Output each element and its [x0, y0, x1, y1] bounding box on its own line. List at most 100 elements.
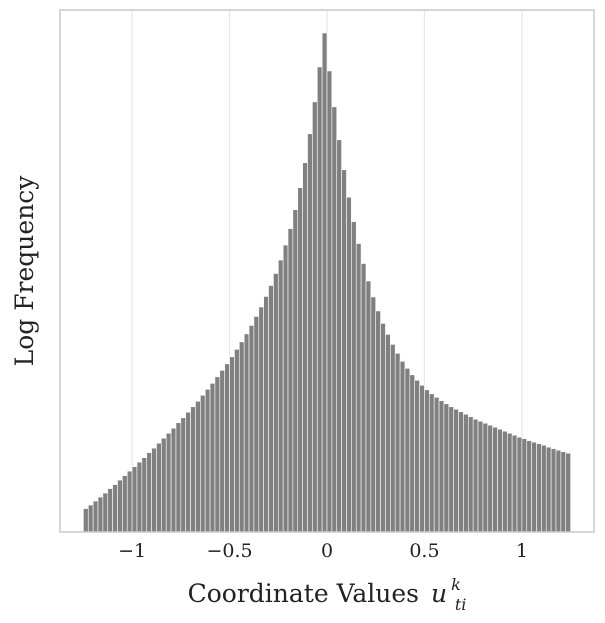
histogram-bar: [351, 221, 357, 533]
histogram-bar: [209, 382, 216, 533]
histogram-bar: [316, 66, 323, 533]
histogram-bar: [365, 280, 372, 533]
histogram-bar: [326, 70, 333, 533]
histogram-bar: [239, 341, 245, 533]
histogram-bar: [151, 447, 157, 533]
x-axis-title-variable: u: [431, 579, 447, 608]
histogram-bar: [521, 438, 528, 533]
histogram-bar: [453, 408, 459, 533]
histogram-bar: [409, 374, 415, 533]
histogram-bar: [97, 496, 104, 533]
histogram-bar: [258, 306, 264, 533]
histogram-bar: [126, 470, 133, 533]
histogram-bar: [234, 349, 240, 533]
histogram-bar: [297, 187, 303, 533]
histogram-bar: [277, 259, 284, 533]
histogram-bar: [526, 440, 532, 533]
histogram-bar: [107, 488, 113, 533]
histogram-bar: [531, 441, 537, 533]
histogram-bar: [83, 508, 89, 533]
histogram-bar: [102, 492, 109, 533]
histogram-bar: [87, 504, 94, 533]
histogram-bar: [399, 361, 406, 533]
histogram-bar: [268, 285, 274, 533]
histogram-bar: [224, 363, 230, 533]
histogram-bar: [506, 432, 513, 533]
histogram-bar: [253, 316, 260, 533]
histogram-bar: [273, 273, 279, 533]
histogram-bar: [312, 101, 318, 533]
histogram-bar: [355, 243, 362, 533]
y-axis-title: Log Frequency: [10, 175, 39, 367]
histogram-bar: [511, 434, 518, 533]
x-axis-ticks: −1 −0.5 0 0.5 1: [118, 540, 528, 562]
histogram-bar: [161, 437, 167, 533]
histogram-bar: [390, 344, 396, 533]
histogram-bar: [122, 475, 128, 533]
x-tick-label: 0: [321, 540, 333, 562]
histogram-bar: [185, 411, 191, 533]
histogram-bar: [263, 296, 269, 533]
histogram-bar: [550, 448, 557, 533]
histogram-bar: [112, 484, 118, 533]
histogram-bar: [541, 444, 547, 533]
histogram-bar: [336, 139, 342, 533]
histogram-bar: [341, 169, 347, 533]
histogram-bar: [424, 389, 430, 533]
histogram-bar: [180, 417, 187, 533]
histogram-bar: [302, 162, 308, 533]
x-tick-label: −1: [118, 540, 146, 562]
histogram-bar: [141, 457, 148, 533]
histogram-bar: [565, 452, 571, 533]
histogram-bar: [516, 436, 523, 533]
histogram-bar: [438, 400, 445, 533]
x-tick-label: 0.5: [409, 540, 439, 562]
histogram-bar: [443, 403, 450, 533]
histogram-bar: [321, 32, 328, 533]
histogram-bar: [92, 500, 99, 533]
x-tick-label: 1: [516, 540, 528, 562]
histogram-bar: [117, 479, 123, 533]
histogram-bar: [219, 370, 225, 533]
histogram-bar: [545, 446, 552, 533]
histogram-bar: [204, 388, 211, 533]
histogram-bar: [165, 432, 172, 533]
histogram-bar: [292, 209, 299, 533]
histogram-bar: [243, 333, 250, 533]
histogram-bar: [131, 466, 138, 533]
histogram-bar: [472, 418, 479, 533]
x-tick-label: −0.5: [206, 540, 252, 562]
histogram-bar: [190, 406, 196, 533]
histogram-bar: [502, 430, 508, 533]
histogram-bar: [136, 461, 143, 533]
histogram-bar: [307, 133, 313, 533]
histogram-bar: [497, 428, 503, 533]
histogram-bar: [331, 106, 338, 533]
histogram-bar: [380, 323, 386, 533]
histogram-bar: [287, 228, 294, 533]
histogram-bar: [492, 426, 498, 533]
histogram-bar: [170, 427, 177, 533]
histogram-bar: [156, 442, 162, 533]
histogram-bar: [370, 296, 377, 533]
histogram-bar: [477, 420, 484, 533]
histogram-bar: [555, 449, 562, 533]
histogram-bar: [458, 411, 464, 533]
histogram-bar: [375, 310, 381, 533]
histogram-bar: [346, 196, 352, 533]
histogram-bar: [433, 396, 440, 533]
histogram-bar: [429, 393, 435, 533]
histogram-bar: [229, 356, 235, 533]
histogram-bar: [414, 379, 420, 533]
histogram-bar: [404, 368, 411, 533]
histogram-bar: [419, 384, 425, 533]
histogram-bar: [248, 325, 255, 533]
x-axis-title-superscript: k: [451, 575, 461, 594]
histogram-bar: [536, 443, 542, 533]
x-axis-title: Coordinate Values u k ti: [188, 575, 467, 614]
x-axis-title-text: Coordinate Values: [188, 579, 419, 608]
histogram-bar: [463, 413, 469, 533]
histogram-bar: [200, 394, 206, 533]
histogram-bar: [560, 451, 567, 533]
